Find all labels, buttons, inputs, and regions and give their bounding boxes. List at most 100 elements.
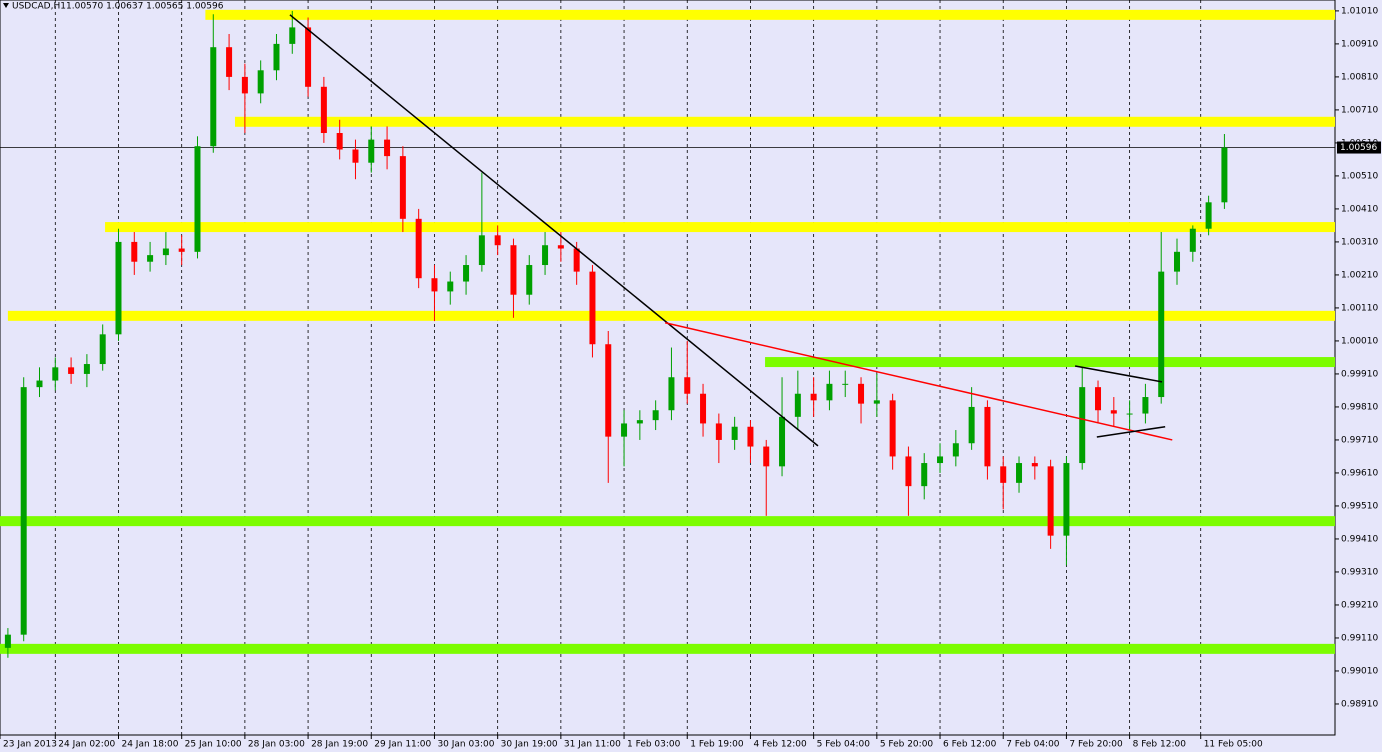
candle-body — [115, 241, 122, 335]
y-tick-label: 1.00910 — [1341, 39, 1378, 49]
x-tick-label: 7 Feb 20:00 — [1069, 740, 1123, 750]
candle-body — [399, 156, 406, 219]
x-tick-label: 4 Feb 12:00 — [753, 740, 807, 750]
candle-body — [810, 393, 817, 401]
candle-body — [1063, 463, 1070, 536]
candle-body — [1189, 228, 1196, 252]
candle-body — [858, 383, 865, 404]
candle-body — [842, 383, 849, 385]
candle-body — [700, 393, 707, 424]
candle-body — [257, 70, 264, 94]
y-tick-label: 0.99510 — [1341, 501, 1378, 511]
candle-body — [147, 255, 154, 262]
candle-body — [52, 367, 59, 381]
candle-body — [1142, 397, 1149, 414]
candle-body — [905, 456, 912, 487]
candle-body — [1126, 413, 1133, 415]
candle-body — [131, 241, 138, 262]
trendline — [289, 14, 819, 447]
header-icon — [3, 3, 9, 8]
candle-body — [415, 218, 422, 279]
level-zone — [105, 222, 1335, 233]
candle-body — [889, 400, 896, 457]
candle-body — [952, 443, 959, 457]
y-tick-label: 0.99410 — [1341, 534, 1378, 544]
x-tick-label: 1 Feb 03:00 — [627, 740, 681, 750]
candle-body — [99, 334, 106, 365]
trendline — [1096, 426, 1166, 438]
candle-body — [1079, 387, 1086, 464]
candle-body — [431, 278, 438, 292]
y-tick-label: 1.00810 — [1341, 72, 1378, 82]
candle-body — [241, 76, 248, 94]
candle-body — [779, 416, 786, 467]
x-tick-label: 25 Jan 10:00 — [185, 740, 242, 750]
x-tick-label: 29 Jan 11:00 — [374, 740, 431, 750]
candle-body — [605, 344, 612, 437]
chart-subtitle: 1.00570 1.00637 1.00565 1.00596 — [66, 2, 224, 12]
x-tick-label: 30 Jan 19:00 — [501, 740, 558, 750]
candle-body — [873, 400, 880, 404]
y-tick-label: 0.99010 — [1341, 666, 1378, 676]
candle-body — [510, 245, 517, 295]
candle-body — [162, 248, 169, 256]
candle-body — [1221, 147, 1228, 203]
candle-body — [542, 245, 549, 266]
x-tick-label: 5 Feb 04:00 — [817, 740, 871, 750]
x-tick-label: 8 Feb 12:00 — [1133, 740, 1187, 750]
candle-body — [289, 27, 296, 44]
candle-body — [384, 139, 391, 157]
x-tick-label: 7 Feb 04:00 — [1006, 740, 1060, 750]
level-zone — [0, 516, 1335, 527]
candle-body — [1016, 463, 1023, 483]
candle-body — [1174, 251, 1181, 272]
candle-body — [336, 133, 343, 150]
last-price-label: 1.00596 — [1340, 143, 1377, 153]
candle-body — [194, 146, 201, 252]
candle-body — [305, 27, 312, 87]
candle-body — [68, 367, 75, 374]
trendline — [1074, 365, 1163, 383]
candle-body — [573, 248, 580, 272]
last-price-box — [1337, 141, 1381, 154]
candle-body — [494, 235, 501, 246]
candle-body — [352, 149, 359, 163]
candle-body — [273, 43, 280, 71]
y-tick-label: 0.98910 — [1341, 699, 1378, 709]
plot-area — [0, 0, 1336, 736]
y-tick-label: 0.99210 — [1341, 600, 1378, 610]
candle-body — [1031, 463, 1038, 467]
candle-layer — [4, 10, 1228, 658]
candle-body — [589, 271, 596, 345]
candle-body — [731, 426, 738, 440]
candle-body — [826, 383, 833, 401]
candle-body — [1110, 410, 1117, 414]
candle-body — [4, 634, 11, 648]
candle-body — [652, 410, 659, 421]
y-tick-label: 0.99810 — [1341, 402, 1378, 412]
y-tick-label: 0.99310 — [1341, 567, 1378, 577]
x-tick-label: 31 Jan 11:00 — [564, 740, 621, 750]
y-tick-label: 1.00210 — [1341, 270, 1378, 280]
x-tick-label: 24 Jan 02:00 — [58, 740, 115, 750]
level-zone — [205, 9, 1335, 20]
candle-body — [320, 86, 327, 134]
x-tick-label: 1 Feb 19:00 — [690, 740, 744, 750]
y-tick-label: 0.99110 — [1341, 633, 1378, 643]
candle-body — [20, 387, 27, 635]
candle-body — [715, 423, 722, 440]
candle-body — [794, 393, 801, 417]
x-tick-label: 24 Jan 18:00 — [121, 740, 178, 750]
candle-body — [478, 235, 485, 266]
y-tick-label: 1.00010 — [1341, 336, 1378, 346]
level-zone — [0, 643, 1335, 654]
x-tick-label: 5 Feb 20:00 — [880, 740, 934, 750]
level-zone — [235, 116, 1335, 127]
x-tick-label: 6 Feb 12:00 — [943, 740, 997, 750]
candle-body — [621, 423, 628, 437]
y-tick-label: 1.00110 — [1341, 303, 1378, 313]
y-tick-label: 1.00710 — [1341, 105, 1378, 115]
candle-body — [747, 426, 754, 447]
y-tick-label: 1.00510 — [1341, 171, 1378, 181]
